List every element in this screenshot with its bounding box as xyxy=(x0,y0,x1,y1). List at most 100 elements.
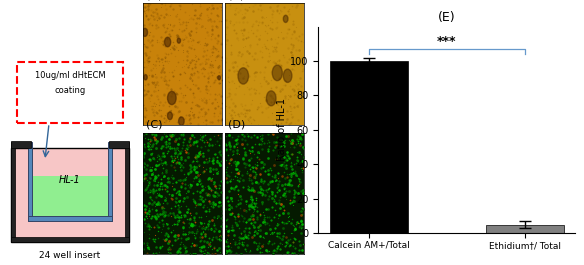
Point xyxy=(188,179,197,183)
Point xyxy=(153,153,162,158)
Point xyxy=(165,34,175,38)
Point xyxy=(149,119,158,123)
Point xyxy=(161,140,170,144)
Point xyxy=(272,233,281,238)
Point xyxy=(257,146,266,151)
Point xyxy=(234,160,243,164)
Point xyxy=(258,15,267,20)
Point xyxy=(288,244,297,248)
Point xyxy=(170,151,179,155)
Point xyxy=(175,198,184,202)
Point xyxy=(223,217,232,222)
Point xyxy=(286,109,295,113)
Point xyxy=(144,7,153,11)
Point xyxy=(164,239,173,243)
Point xyxy=(235,226,244,231)
Point xyxy=(249,233,259,237)
Point xyxy=(224,233,233,237)
Point xyxy=(242,60,251,64)
Point xyxy=(172,190,181,194)
Point xyxy=(185,225,194,229)
Point xyxy=(214,200,224,204)
Point xyxy=(281,186,290,191)
Point xyxy=(162,36,172,40)
Point xyxy=(247,235,256,239)
Point xyxy=(190,235,200,239)
Point xyxy=(272,221,281,226)
Point xyxy=(168,193,177,197)
Point xyxy=(171,139,180,143)
Point xyxy=(241,165,250,169)
Point xyxy=(217,19,226,23)
Point xyxy=(155,212,165,216)
Point xyxy=(244,218,253,222)
Point xyxy=(260,65,269,69)
Point xyxy=(197,151,207,156)
Point xyxy=(150,176,159,180)
Point xyxy=(150,80,159,84)
Point xyxy=(148,43,157,47)
Point xyxy=(293,155,302,159)
Point xyxy=(221,240,230,244)
Point xyxy=(284,179,294,184)
Point xyxy=(204,143,213,148)
Point xyxy=(213,75,222,80)
Point xyxy=(217,190,226,194)
Point xyxy=(234,10,243,14)
Point xyxy=(182,35,191,39)
Point xyxy=(237,197,246,201)
Point xyxy=(246,135,255,139)
Point xyxy=(212,24,221,28)
Point xyxy=(185,139,194,143)
Point xyxy=(208,50,218,54)
Point xyxy=(253,227,263,232)
Point xyxy=(240,234,249,238)
Point xyxy=(239,15,248,19)
Point xyxy=(210,97,220,101)
Point xyxy=(297,131,307,135)
Point xyxy=(199,100,208,104)
Point xyxy=(168,158,177,163)
Point xyxy=(142,251,151,255)
Point xyxy=(173,222,182,227)
Point xyxy=(227,112,236,117)
Point xyxy=(172,12,181,16)
Point xyxy=(207,178,216,182)
Point xyxy=(256,104,266,108)
Point xyxy=(273,216,283,220)
Point xyxy=(173,152,182,156)
Point xyxy=(212,54,221,58)
Point xyxy=(192,30,201,34)
Point xyxy=(286,183,296,187)
Point xyxy=(278,83,287,87)
Point xyxy=(233,178,242,182)
Point xyxy=(189,165,199,169)
Point xyxy=(157,113,166,117)
Point xyxy=(290,195,299,199)
Point xyxy=(143,8,152,13)
Point xyxy=(186,72,196,77)
Point xyxy=(296,141,305,145)
Point xyxy=(227,249,236,253)
Point xyxy=(161,118,170,122)
Point xyxy=(258,210,267,214)
Point xyxy=(266,218,275,222)
Point xyxy=(294,159,303,164)
Point xyxy=(166,144,175,148)
Point xyxy=(211,167,221,171)
Circle shape xyxy=(179,117,184,126)
Point xyxy=(230,144,239,148)
Point xyxy=(151,132,161,137)
Point xyxy=(229,23,238,27)
Point xyxy=(242,162,251,166)
Point xyxy=(199,140,208,144)
Point xyxy=(140,136,150,140)
Point xyxy=(177,43,186,47)
Point xyxy=(265,179,274,183)
Point xyxy=(272,201,281,205)
Point xyxy=(143,241,152,245)
Point xyxy=(164,32,173,36)
Point xyxy=(145,2,154,6)
Point xyxy=(282,152,291,157)
Point xyxy=(239,229,248,233)
